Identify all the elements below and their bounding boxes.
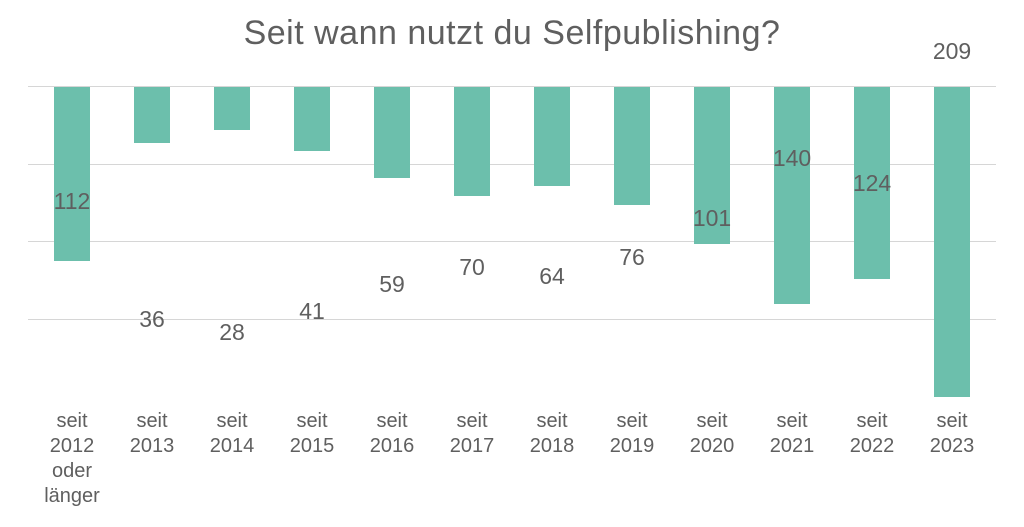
bar-slot: 76 [592, 87, 672, 397]
bar [54, 87, 91, 261]
bar-value-label: 59 [352, 271, 432, 298]
chart-title: Seit wann nutzt du Selfpublishing? [28, 14, 996, 53]
bar-value-label: 70 [432, 254, 512, 281]
bar-value-label: 209 [912, 38, 992, 65]
bar-slot: 101 [672, 87, 752, 397]
bar-slot: 28 [192, 87, 272, 397]
bar-slot: 36 [112, 87, 192, 397]
bar-value-label: 124 [832, 170, 912, 197]
chart-container: Seit wann nutzt du Selfpublishing? 112 36… [0, 0, 1024, 527]
x-axis-label: seit 2019 [592, 409, 672, 509]
x-axis-label: seit 2014 [192, 409, 272, 509]
bar-slot: 41 [272, 87, 352, 397]
x-axis-label: seit 2013 [112, 409, 192, 509]
bar-slot: 70 [432, 87, 512, 397]
bar-value-label: 36 [112, 306, 192, 333]
bar-slot: 64 [512, 87, 592, 397]
bar [534, 87, 571, 186]
x-axis-label: seit 2023 [912, 409, 992, 509]
x-axis-labels: seit 2012 oder längerseit 2013seit 2014s… [28, 397, 996, 509]
plot-area: 112 36284159706476101 140124209 [28, 87, 996, 397]
x-axis-label: seit 2016 [352, 409, 432, 509]
bars-container: 112 36284159706476101 140124209 [28, 87, 996, 397]
bar [774, 87, 811, 304]
bar-value-label: 101 [672, 205, 752, 232]
bar-slot: 209 [912, 87, 992, 397]
bar-value-label: 64 [512, 263, 592, 290]
x-axis-label: seit 2020 [672, 409, 752, 509]
bar-value-label: 112 [32, 188, 112, 215]
bar [294, 87, 331, 151]
bar [374, 87, 411, 178]
bar-value-label: 140 [752, 145, 832, 172]
bar-value-label: 76 [592, 244, 672, 271]
bar [134, 87, 171, 143]
x-axis-label: seit 2015 [272, 409, 352, 509]
bar [214, 87, 251, 130]
x-axis-label: seit 2022 [832, 409, 912, 509]
bar-slot: 140 [752, 87, 832, 397]
bar [454, 87, 491, 196]
bar [614, 87, 651, 205]
bar [934, 87, 971, 397]
x-axis-label: seit 2017 [432, 409, 512, 509]
bar-slot: 59 [352, 87, 432, 397]
x-axis-label: seit 2012 oder länger [32, 409, 112, 509]
x-axis-label: seit 2018 [512, 409, 592, 509]
bar-slot: 124 [832, 87, 912, 397]
bar-value-label: 28 [192, 319, 272, 346]
bar-value-label: 41 [272, 298, 352, 325]
x-axis-label: seit 2021 [752, 409, 832, 509]
bar-slot: 112 [32, 87, 112, 397]
